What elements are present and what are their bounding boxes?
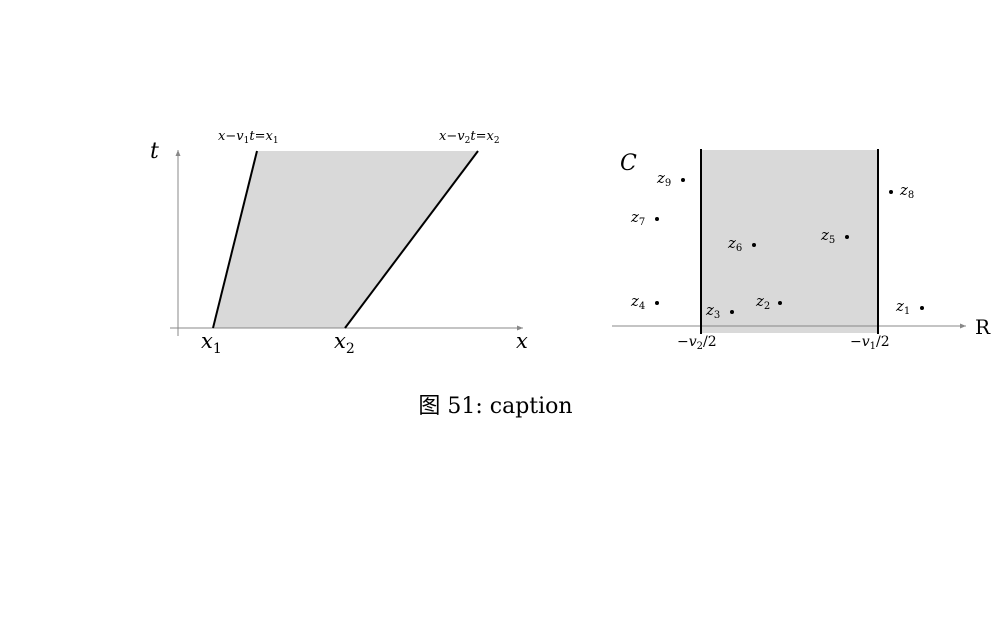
pole-z4-dot	[655, 301, 659, 305]
strip-right-label: −v1/2	[850, 334, 890, 352]
pole-z5-label: z5	[820, 226, 835, 246]
worldline-2-label: x−v2t=x2	[439, 129, 500, 146]
pole-z3-label: z3	[705, 301, 720, 321]
pole-z2-dot	[778, 301, 782, 305]
pole-z2-label: z2	[755, 292, 770, 312]
x-axis-label: x	[516, 329, 528, 353]
pole-z1: z1	[895, 297, 924, 317]
pole-z7-label: z7	[630, 208, 645, 228]
real-axis-arrow	[960, 323, 966, 329]
pole-z9: z9	[656, 169, 685, 189]
pole-z8-dot	[889, 190, 893, 194]
pole-z6-label: z6	[727, 234, 742, 254]
pole-z9-dot	[681, 178, 685, 182]
pole-z6-dot	[752, 243, 756, 247]
right-diagram: C R −v2/2 −v1/2 z1 z2 z3 z4 z5	[612, 149, 991, 352]
pole-z8: z8	[889, 181, 914, 201]
pole-z8-label: z8	[899, 181, 914, 201]
pole-z3-dot	[730, 310, 734, 314]
pole-z6: z6	[727, 234, 756, 254]
pole-z7: z7	[630, 208, 659, 228]
pole-z5-dot	[845, 235, 849, 239]
x-axis-arrow	[517, 325, 523, 331]
worldline-1	[212, 150, 258, 329]
worldline-1-label: x−v1t=x1	[218, 129, 279, 146]
x2-label: x2	[334, 329, 355, 357]
left-shaded-region	[213, 151, 478, 328]
left-diagram: t x x1 x2 x−v1t=x1 x−v2t=x2	[150, 129, 528, 357]
pole-z2: z2	[755, 292, 782, 312]
t-axis-label: t	[150, 139, 159, 164]
pole-z1-label: z1	[895, 297, 910, 317]
pole-z4-label: z4	[630, 292, 645, 312]
pole-z7-dot	[655, 217, 659, 221]
t-axis-arrow	[175, 150, 181, 156]
figure-caption: 图 51: caption	[418, 394, 573, 419]
contour-label: C	[620, 151, 637, 176]
strip-left-label: −v2/2	[677, 334, 717, 352]
pole-z1-dot	[920, 306, 924, 310]
real-axis-label: R	[975, 315, 991, 339]
pole-z3: z3	[705, 301, 734, 321]
pole-z4: z4	[630, 292, 659, 312]
pole-z5: z5	[820, 226, 849, 246]
strip-shaded-region	[701, 150, 878, 333]
worldline-2	[344, 150, 479, 329]
pole-z9-label: z9	[656, 169, 671, 189]
x1-label: x1	[201, 329, 222, 357]
